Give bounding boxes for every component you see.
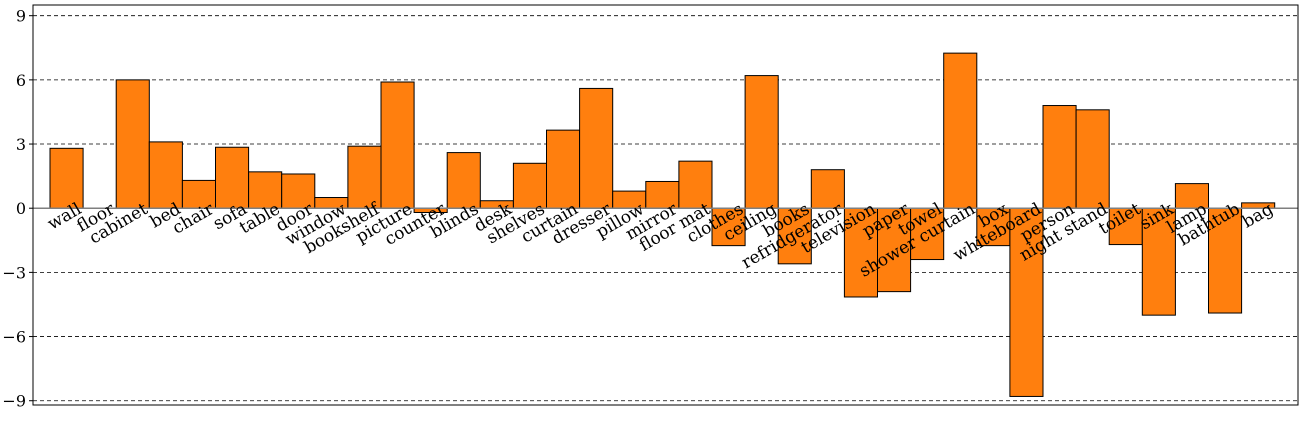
y-axis-ticks: 9 6 3 0 −3 −6 −9 — [2, 7, 33, 411]
bar-night-stand — [1075, 109, 1110, 209]
bar-books — [777, 207, 812, 265]
gridlines — [33, 15, 1298, 402]
bar-bed — [148, 141, 183, 209]
bar-paper — [877, 207, 912, 293]
bar-refridgerator — [810, 169, 845, 209]
bar-sink — [1141, 207, 1176, 316]
y-tick-label: 6 — [16, 71, 26, 90]
category-labels: wallfloorcabinetbedchairsofatabledoorwin… — [44, 198, 1276, 281]
bar-clothes — [711, 207, 746, 247]
bar-box — [976, 207, 1011, 247]
bar-wall — [49, 147, 84, 209]
bar-picture — [380, 81, 415, 209]
y-tick-label: 9 — [16, 7, 26, 26]
bar-shelves — [512, 162, 548, 209]
y-tick-label: −3 — [2, 263, 26, 282]
bar-bathtub — [1208, 207, 1243, 314]
bar-cabinet — [115, 79, 150, 209]
bar-door — [281, 173, 316, 209]
y-tick-label: 0 — [16, 199, 26, 218]
bar-blinds — [446, 152, 481, 209]
bar-dresser — [579, 87, 614, 209]
bar-table — [248, 171, 283, 209]
bar-ceiling — [744, 75, 779, 209]
bar-floor-mat — [678, 160, 713, 209]
bar-whiteboard — [1009, 207, 1044, 397]
plot-frame — [32, 4, 1299, 406]
y-tick-label: 3 — [16, 135, 26, 154]
bar-person — [1042, 105, 1077, 209]
bar-sofa — [215, 146, 250, 209]
y-tick-label: −9 — [2, 392, 26, 411]
bar-curtain — [546, 129, 581, 209]
bar-towel — [910, 207, 945, 261]
bar-shower-curtain — [943, 52, 978, 209]
y-tick-label: −6 — [2, 328, 26, 347]
bars — [49, 52, 1276, 397]
bar-bookshelf — [347, 145, 382, 209]
